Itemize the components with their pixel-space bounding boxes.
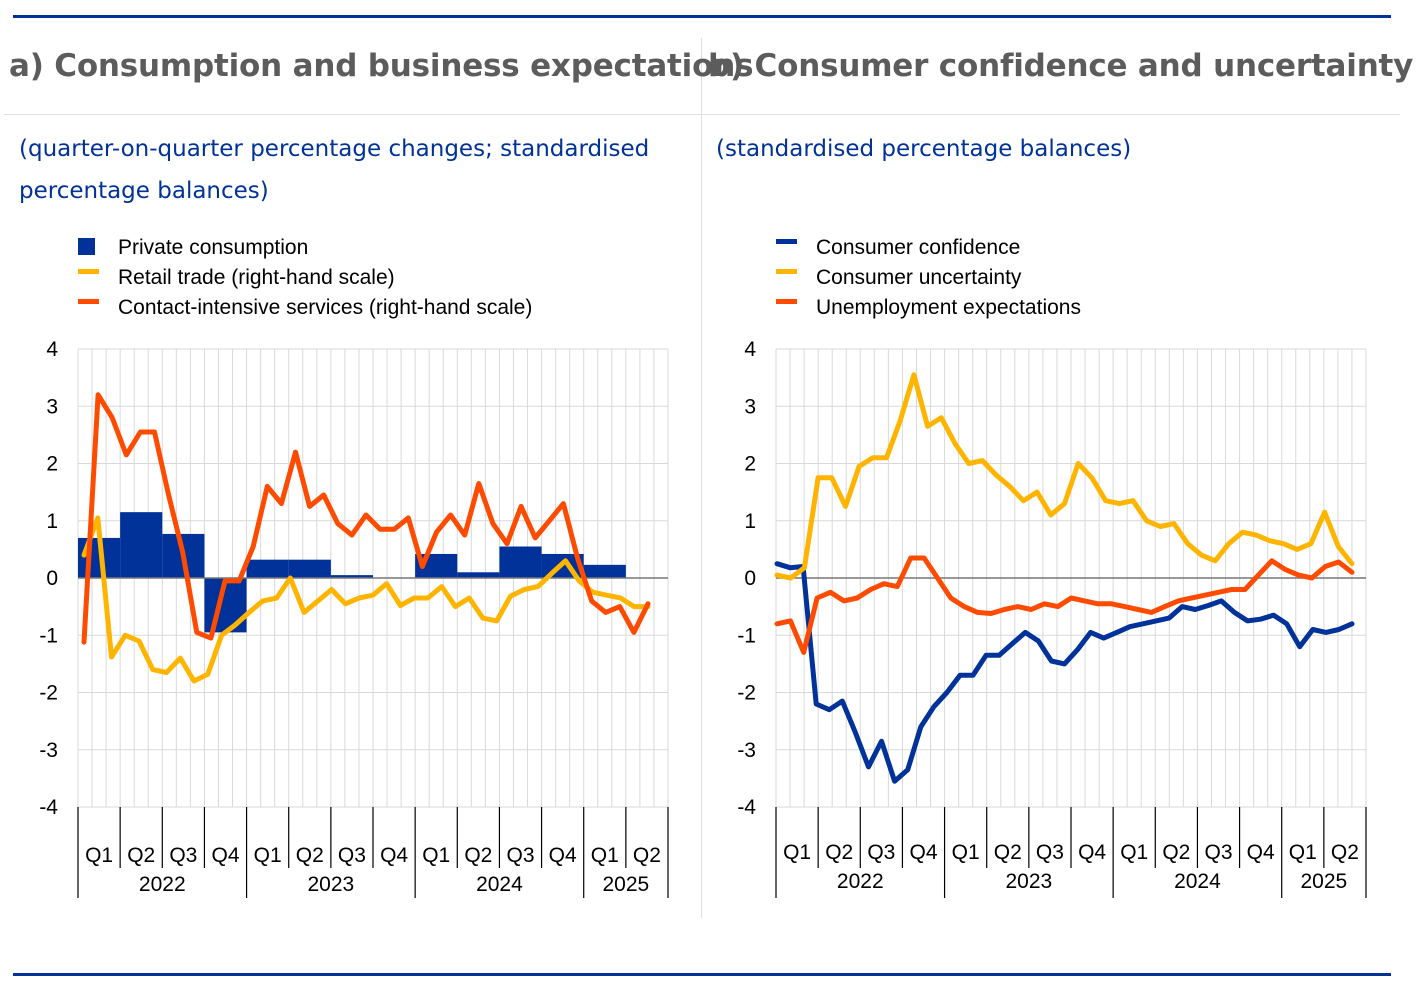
y-tick-label: -1 bbox=[39, 624, 58, 647]
panel-a-subtitle: (quarter-on-quarter percentage changes; … bbox=[19, 136, 650, 204]
y-tick-label: 4 bbox=[744, 338, 756, 361]
series-line bbox=[774, 555, 1355, 655]
quarter-label: Q4 bbox=[549, 844, 577, 867]
quarter-label: Q1 bbox=[254, 844, 282, 867]
y-tick-label: 2 bbox=[744, 453, 756, 476]
bar bbox=[288, 559, 331, 578]
quarter-label: Q3 bbox=[867, 841, 895, 864]
year-label: 2023 bbox=[1005, 870, 1052, 893]
legend-swatch bbox=[776, 299, 797, 304]
year-label: 2023 bbox=[307, 873, 354, 896]
quarter-label: Q4 bbox=[909, 841, 937, 864]
quarter-label: Q3 bbox=[169, 844, 197, 867]
bar bbox=[499, 546, 542, 578]
legend-label: Contact-intensive services (right-hand s… bbox=[118, 296, 532, 319]
quarter-label: Q1 bbox=[783, 841, 811, 864]
bar bbox=[583, 564, 626, 578]
y-tick-label: 3 bbox=[744, 395, 756, 418]
year-label: 2025 bbox=[1300, 870, 1347, 893]
quarter-label: Q2 bbox=[464, 844, 492, 867]
panel-a-title: a) Consumption and business expectations bbox=[9, 48, 754, 84]
quarter-label: Q2 bbox=[1331, 841, 1359, 864]
legend-swatch bbox=[78, 269, 99, 274]
quarter-label: Q2 bbox=[1162, 841, 1190, 864]
y-tick-label: -3 bbox=[39, 739, 58, 762]
quarter-label: Q4 bbox=[380, 844, 408, 867]
title-divider bbox=[4, 114, 1400, 115]
series-line bbox=[81, 515, 651, 684]
legend-swatch bbox=[78, 238, 95, 255]
legend-label: Consumer confidence bbox=[816, 236, 1020, 259]
year-label: 2022 bbox=[139, 873, 186, 896]
quarter-label: Q4 bbox=[211, 844, 239, 867]
year-label: 2024 bbox=[1174, 870, 1221, 893]
series-line bbox=[774, 561, 1355, 784]
year-label: 2025 bbox=[602, 873, 649, 896]
legend-swatch bbox=[776, 239, 797, 244]
y-tick-label: 4 bbox=[46, 338, 58, 361]
bar bbox=[120, 512, 163, 578]
year-label: 2024 bbox=[476, 873, 523, 896]
legend-label: Private consumption bbox=[118, 236, 308, 259]
quarter-label: Q3 bbox=[338, 844, 366, 867]
chart-a: 4 3 2 1 0 -1 -2 -3 -4 Q1 Q2 Q3 Q4 Q1 Q2 Q3 Q4 Q1 Q2 Q3 Q4 Q1 Q… bbox=[39, 236, 669, 898]
legend-label: Retail trade (right-hand scale) bbox=[118, 266, 395, 289]
top-rule bbox=[13, 15, 1391, 18]
quarter-label: Q2 bbox=[994, 841, 1022, 864]
legend-label: Unemployment expectations bbox=[816, 296, 1081, 319]
legend-swatch bbox=[776, 269, 797, 274]
y-tick-label: -4 bbox=[39, 796, 58, 819]
panel-b-title: b) Consumer confidence and uncertainty bbox=[708, 48, 1414, 84]
quarter-label: Q2 bbox=[127, 844, 155, 867]
panel-b-subtitle: (standardised percentage balances) bbox=[716, 136, 1132, 162]
y-tick-label: 0 bbox=[46, 567, 58, 590]
y-tick-label: -4 bbox=[737, 796, 756, 819]
chart-b: 4 3 2 1 0 -1 -2 -3 -4 Q1 Q2 Q3 Q4 Q1 Q2 Q3 Q4 Q1 Q2 Q3 Q4 Q1 Q… bbox=[737, 236, 1367, 898]
bar bbox=[330, 575, 373, 578]
bar bbox=[457, 572, 500, 578]
y-tick-label: 1 bbox=[46, 510, 58, 533]
quarter-label: Q2 bbox=[825, 841, 853, 864]
bar bbox=[246, 559, 289, 578]
series-line bbox=[774, 372, 1355, 581]
quarter-label: Q2 bbox=[296, 844, 324, 867]
quarter-label: Q1 bbox=[85, 844, 113, 867]
y-tick-label: 3 bbox=[46, 395, 58, 418]
y-tick-label: -1 bbox=[737, 624, 756, 647]
panel-divider bbox=[701, 38, 702, 918]
quarter-label: Q2 bbox=[633, 844, 661, 867]
y-tick-label: -2 bbox=[737, 682, 756, 705]
y-tick-label: -3 bbox=[737, 739, 756, 762]
quarter-label: Q3 bbox=[506, 844, 534, 867]
legend-label: Consumer uncertainty bbox=[816, 266, 1022, 289]
quarter-label: Q4 bbox=[1078, 841, 1106, 864]
quarter-label: Q4 bbox=[1247, 841, 1275, 864]
series-line bbox=[81, 392, 651, 645]
bottom-rule bbox=[13, 973, 1391, 976]
quarter-label: Q1 bbox=[1120, 841, 1148, 864]
quarter-label: Q3 bbox=[1036, 841, 1064, 864]
quarter-label: Q1 bbox=[952, 841, 980, 864]
quarter-label: Q1 bbox=[1289, 841, 1317, 864]
y-tick-label: -2 bbox=[39, 682, 58, 705]
legend-swatch bbox=[78, 299, 99, 304]
year-label: 2022 bbox=[837, 870, 884, 893]
y-tick-label: 0 bbox=[744, 567, 756, 590]
quarter-label: Q1 bbox=[422, 844, 450, 867]
y-tick-label: 1 bbox=[744, 510, 756, 533]
quarter-label: Q3 bbox=[1204, 841, 1232, 864]
quarter-label: Q1 bbox=[591, 844, 619, 867]
y-tick-label: 2 bbox=[46, 453, 58, 476]
